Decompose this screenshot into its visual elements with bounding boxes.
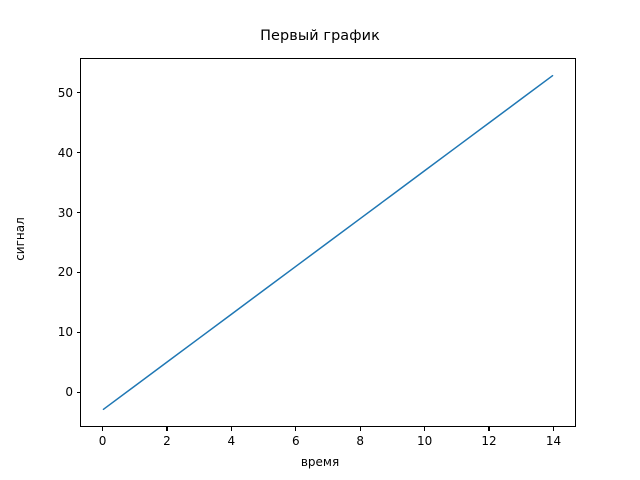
y-axis-label: сигнал — [13, 217, 27, 261]
x-tick-mark — [101, 427, 104, 431]
y-tick-mark — [76, 92, 80, 94]
y-tick-label: 20 — [57, 265, 73, 280]
x-tick-label: 4 — [227, 434, 236, 448]
x-tick-label: 6 — [291, 434, 300, 448]
x-tick-mark — [295, 427, 297, 431]
x-axis-label: время — [300, 455, 340, 469]
y-tick-label: 0 — [65, 385, 73, 400]
plot-canvas — [102, 74, 554, 411]
x-tick-label: 8 — [356, 434, 365, 448]
y-tick-mark — [76, 152, 80, 154]
x-tick-mark — [359, 427, 361, 431]
x-tick-label: 12 — [481, 434, 497, 448]
y-tick-label: 30 — [57, 205, 73, 220]
x-tick-mark — [488, 427, 490, 431]
y-axis-label-wrapper: сигнал — [0, 0, 30, 480]
x-tick-mark — [424, 427, 426, 431]
x-tick-mark — [552, 427, 554, 431]
x-tick-label: 10 — [416, 434, 433, 448]
x-tick-mark — [230, 427, 232, 431]
chart-title: Первый график — [260, 28, 380, 44]
signal-line-series — [102, 74, 554, 411]
y-tick-label: 40 — [57, 145, 73, 160]
y-tick-mark — [76, 271, 80, 273]
y-tick-mark — [76, 331, 80, 333]
y-tick-mark — [76, 391, 80, 393]
y-tick-mark — [76, 211, 80, 214]
y-tick-label: 50 — [57, 85, 73, 100]
y-tick-label: 10 — [57, 325, 73, 340]
plot-axes-area — [80, 58, 576, 427]
x-tick-label: 14 — [545, 434, 562, 448]
x-tick-mark — [166, 427, 168, 431]
x-tick-label: 2 — [163, 434, 171, 448]
x-tick-label: 0 — [98, 434, 107, 448]
